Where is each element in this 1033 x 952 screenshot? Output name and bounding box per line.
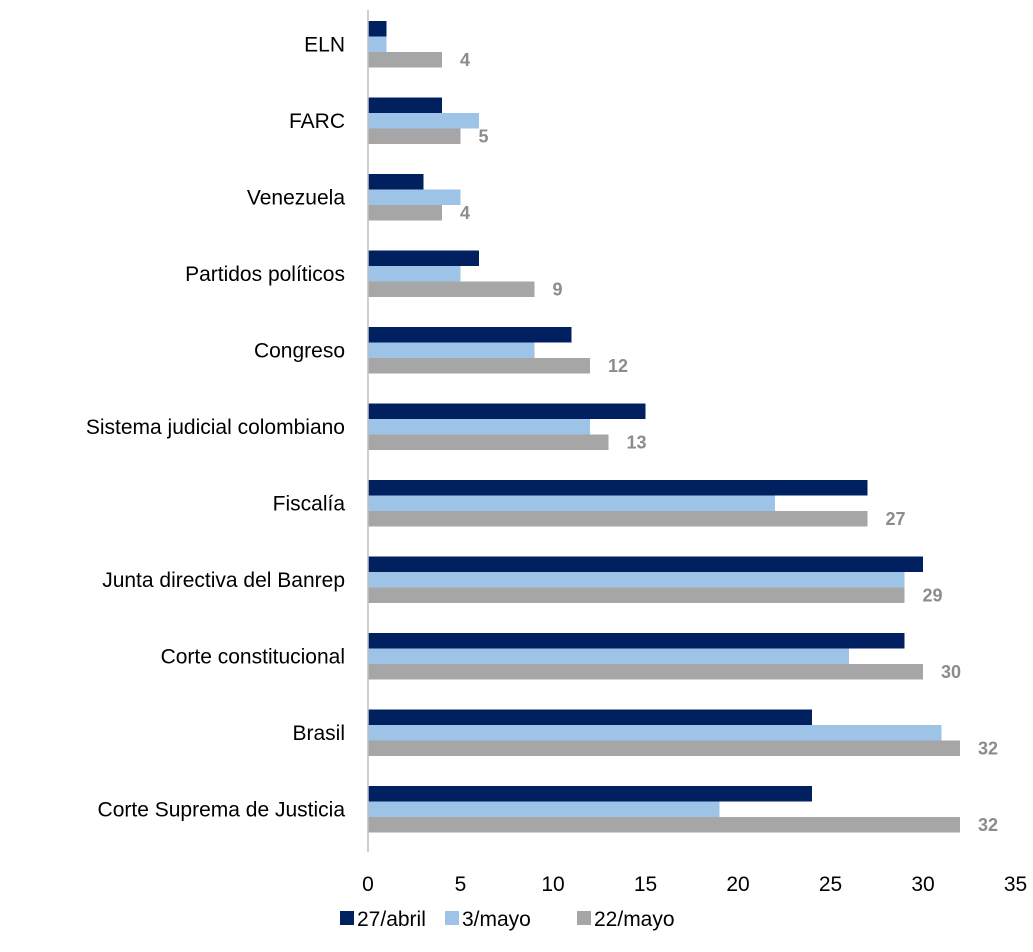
data-label: 9 [553, 279, 563, 299]
category-label: FARC [289, 110, 345, 133]
bar-22/mayo-7 [368, 587, 905, 603]
bar-22/mayo-6 [368, 511, 868, 527]
data-label: 4 [460, 203, 470, 223]
bar-27/abril-0 [368, 21, 387, 37]
data-label: 29 [923, 585, 943, 605]
category-label: Brasil [292, 722, 345, 745]
bar-22/mayo-2 [368, 205, 442, 221]
data-label: 32 [978, 815, 998, 835]
bar-22/mayo-10 [368, 817, 960, 833]
x-tick-label: 30 [911, 873, 934, 896]
bar-3/mayo-7 [368, 572, 905, 588]
bar-3/mayo-3 [368, 266, 461, 282]
data-labels: 4 5 4 9 12 13 27 29 30 32 32 [460, 50, 998, 835]
x-tick-label: 15 [634, 873, 657, 896]
bar-3/mayo-9 [368, 725, 942, 741]
bar-3/mayo-0 [368, 36, 387, 52]
category-label: Corte constitucional [161, 645, 345, 668]
bars-group [368, 21, 960, 833]
bar-27/abril-4 [368, 327, 572, 343]
category-label: Partidos políticos [185, 263, 345, 286]
x-tick-label: 20 [726, 873, 749, 896]
bar-3/mayo-5 [368, 419, 590, 435]
bar-22/mayo-1 [368, 128, 461, 144]
bar-22/mayo-9 [368, 740, 960, 756]
legend-label: 3/mayo [462, 908, 531, 931]
bar-27/abril-5 [368, 403, 646, 419]
x-tick-label: 25 [819, 873, 842, 896]
data-label: 4 [460, 50, 470, 70]
bar-22/mayo-4 [368, 358, 590, 374]
bar-22/mayo-3 [368, 281, 535, 297]
bar-3/mayo-1 [368, 113, 479, 129]
category-label: Congreso [254, 339, 345, 362]
bar-3/mayo-2 [368, 189, 461, 205]
bar-27/abril-9 [368, 709, 812, 725]
bar-3/mayo-4 [368, 342, 535, 358]
x-tick-label: 10 [541, 873, 564, 896]
bar-27/abril-3 [368, 250, 479, 266]
bar-22/mayo-5 [368, 434, 609, 450]
x-tick-label: 35 [1004, 873, 1027, 896]
legend-label: 22/mayo [594, 908, 675, 931]
data-label: 5 [479, 126, 489, 146]
bar-27/abril-2 [368, 174, 424, 190]
category-label: Corte Suprema de Justicia [98, 798, 346, 821]
legend-swatch [340, 911, 354, 925]
bar-3/mayo-10 [368, 801, 720, 817]
bar-27/abril-7 [368, 556, 923, 572]
category-label: Junta directiva del Banrep [102, 569, 345, 592]
x-tick-label: 5 [455, 873, 467, 896]
bar-22/mayo-0 [368, 52, 442, 68]
category-label: Sistema judicial colombiano [86, 416, 345, 439]
category-labels: ELN FARC Venezuela Partidos políticos Congre… [86, 33, 345, 821]
data-label: 32 [978, 738, 998, 758]
data-label: 12 [608, 356, 628, 376]
legend-swatch [577, 911, 591, 925]
bar-22/mayo-8 [368, 664, 923, 680]
category-label: Fiscalía [273, 492, 346, 515]
x-tick-label: 0 [362, 873, 374, 896]
bar-27/abril-6 [368, 480, 868, 496]
data-label: 27 [886, 509, 906, 529]
legend-label: 27/abril [357, 908, 426, 931]
category-label: Venezuela [247, 186, 345, 209]
x-axis-ticks: 0 5 10 15 20 25 30 35 [362, 873, 1027, 896]
data-label: 30 [941, 662, 961, 682]
legend: 27/abril 3/mayo 22/mayo [340, 908, 675, 931]
bar-27/abril-10 [368, 786, 812, 802]
data-label: 13 [627, 432, 647, 452]
category-label: ELN [304, 33, 345, 56]
bar-27/abril-1 [368, 97, 442, 113]
legend-swatch [445, 911, 459, 925]
bar-3/mayo-8 [368, 648, 849, 664]
bar-3/mayo-6 [368, 495, 775, 511]
bar-27/abril-8 [368, 633, 905, 649]
